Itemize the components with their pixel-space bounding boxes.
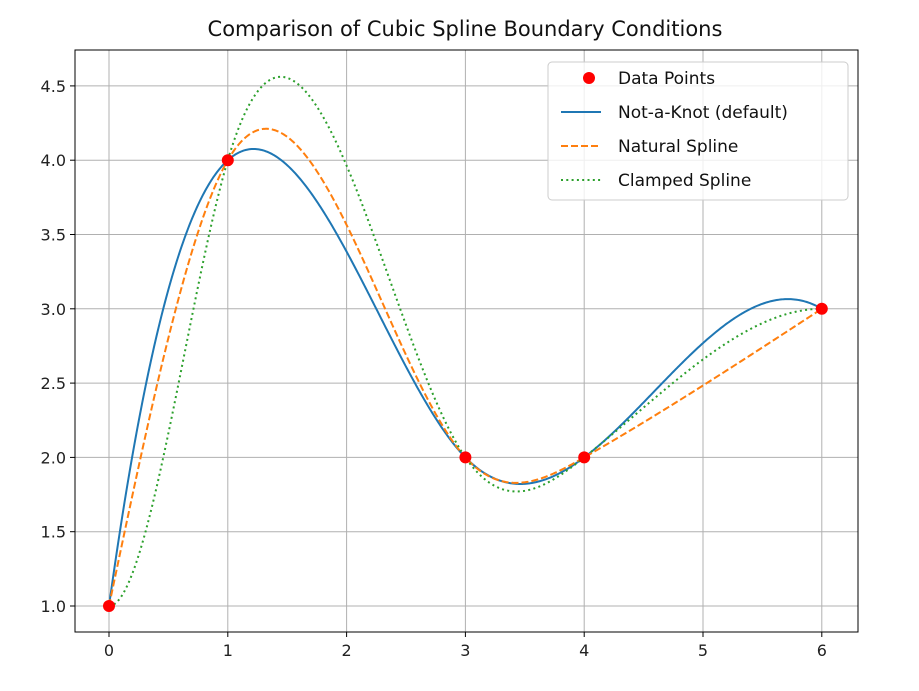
data-point — [459, 451, 472, 464]
legend-label-notaknot: Not-a-Knot (default) — [618, 103, 788, 123]
y-tick-label: 4.5 — [41, 77, 66, 96]
x-tick-label: 6 — [817, 641, 827, 660]
y-tick-label: 2.0 — [41, 448, 66, 467]
x-tick-label: 1 — [223, 641, 233, 660]
y-tick-label: 3.0 — [41, 300, 66, 319]
data-point — [103, 600, 115, 612]
legend-label-points: Data Points — [618, 69, 715, 89]
data-point — [578, 451, 591, 464]
y-tick-label: 2.5 — [41, 374, 66, 393]
legend-marker-points — [583, 72, 595, 84]
data-points — [103, 154, 828, 612]
legend-label-natural: Natural Spline — [618, 137, 738, 157]
axis-ticks: 0 1 2 3 4 5 6 1.0 1.5 2.0 2.5 3.0 3.5 4.0 4.5 — [41, 77, 827, 660]
x-tick-label: 4 — [579, 641, 589, 660]
x-tick-label: 0 — [104, 641, 114, 660]
legend: Data Points Not-a-Knot (default) Natural… — [547, 61, 849, 201]
x-tick-label: 3 — [460, 641, 470, 660]
data-point — [221, 154, 234, 167]
x-tick-label: 2 — [342, 641, 352, 660]
y-tick-label: 1.0 — [41, 597, 66, 616]
x-tick-label: 5 — [698, 641, 708, 660]
chart-title: Comparison of Cubic Spline Boundary Cond… — [208, 17, 723, 41]
y-tick-label: 1.5 — [41, 523, 66, 542]
data-point — [815, 302, 828, 315]
legend-label-clamped: Clamped Spline — [618, 171, 751, 191]
y-tick-label: 3.5 — [41, 226, 66, 245]
plot-frame — [74, 49, 859, 633]
y-tick-label: 4.0 — [41, 151, 66, 170]
